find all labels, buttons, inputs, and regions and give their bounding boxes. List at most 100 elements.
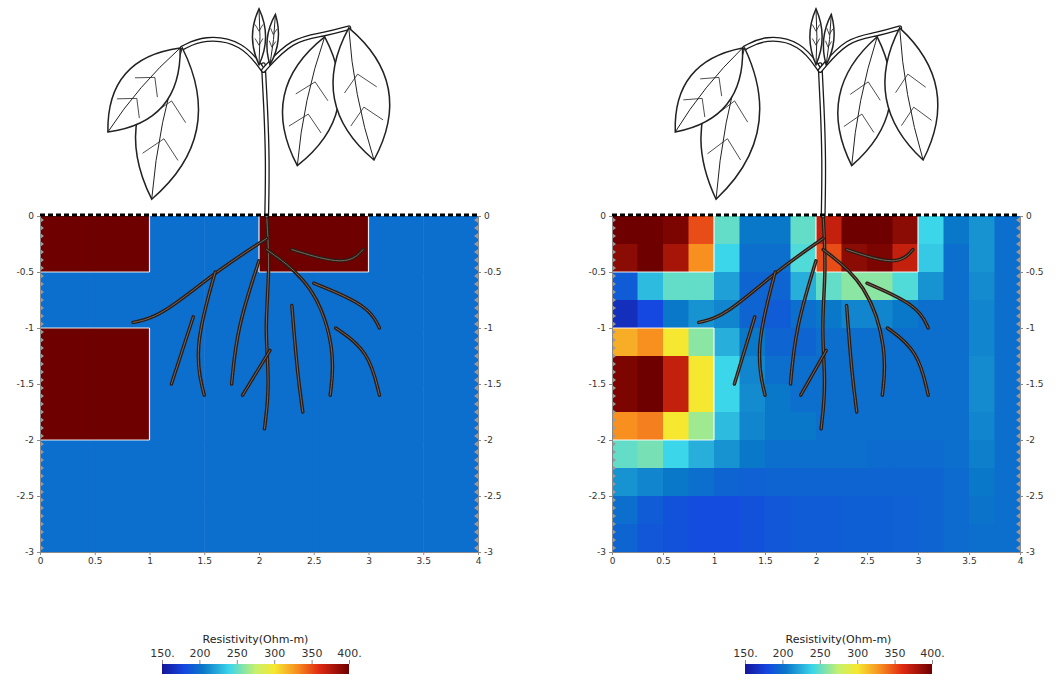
heat-cell bbox=[944, 216, 970, 245]
leaf-vein bbox=[351, 107, 364, 126]
tick: 2.5 bbox=[307, 552, 321, 566]
heat-cell bbox=[40, 440, 95, 497]
colorbar bbox=[745, 664, 932, 674]
stem-core bbox=[820, 65, 824, 216]
heat-cell bbox=[714, 468, 740, 497]
boundary-marker bbox=[474, 465, 478, 471]
tick-label: 1 bbox=[147, 556, 153, 566]
heat-cell bbox=[765, 300, 791, 329]
tick-mark bbox=[857, 660, 858, 664]
root-core bbox=[801, 350, 827, 395]
tick: -2.5 bbox=[588, 491, 612, 501]
background bbox=[0, 0, 1059, 683]
tick-label: -1 bbox=[484, 323, 493, 333]
tick-mark bbox=[37, 272, 40, 273]
heat-cell bbox=[612, 384, 638, 413]
leaf-vein bbox=[272, 41, 276, 47]
tick-label: 4 bbox=[1018, 556, 1024, 566]
heat-cell bbox=[995, 412, 1021, 441]
leaf-vein bbox=[344, 74, 357, 93]
tick: 250 bbox=[810, 647, 831, 664]
colorbar-axis: 150.200250300350400. bbox=[733, 647, 945, 665]
tick-mark bbox=[609, 496, 612, 497]
heat-cell bbox=[918, 328, 944, 357]
heat-cell bbox=[689, 440, 715, 469]
tick-mark bbox=[820, 660, 821, 664]
heat-cell bbox=[612, 300, 638, 329]
heat-cell bbox=[259, 496, 314, 552]
stem bbox=[820, 65, 824, 216]
block-outline bbox=[917, 216, 918, 272]
tick-label: 0 bbox=[600, 211, 606, 221]
tick-label: -2 bbox=[597, 435, 606, 445]
stem bbox=[263, 65, 267, 216]
heat-cell bbox=[842, 468, 868, 497]
heat-cell bbox=[969, 440, 995, 469]
leaf-vein bbox=[908, 74, 926, 87]
leaf-vein bbox=[255, 38, 259, 45]
heat-cell bbox=[663, 496, 689, 525]
tick: 200 bbox=[772, 647, 793, 664]
block-outline bbox=[713, 328, 714, 384]
leaf-vein bbox=[816, 38, 820, 45]
tick-label: -0.5 bbox=[16, 267, 34, 277]
boundary-marker bbox=[474, 401, 478, 407]
boundary-marker bbox=[1016, 417, 1020, 423]
heat-cell bbox=[663, 440, 689, 469]
tick-mark bbox=[162, 660, 163, 664]
tick-mark bbox=[478, 272, 481, 273]
heat-cell bbox=[842, 524, 868, 552]
leaf bbox=[810, 9, 822, 65]
tick-mark bbox=[895, 660, 896, 664]
tick: -0.5 bbox=[588, 267, 612, 277]
leaf-vein bbox=[828, 41, 832, 47]
heat-cell bbox=[638, 524, 664, 552]
root-core bbox=[292, 306, 303, 412]
boundary-marker bbox=[1016, 505, 1020, 511]
heat-cell bbox=[969, 412, 995, 441]
tick: 1 bbox=[712, 552, 718, 566]
heat-cell bbox=[969, 272, 995, 301]
heat-cell bbox=[740, 440, 766, 469]
tick-mark bbox=[1020, 496, 1023, 497]
heat-cell bbox=[918, 524, 944, 552]
leaf-vein bbox=[273, 29, 277, 35]
heat-cell bbox=[944, 272, 970, 301]
tick-mark bbox=[478, 216, 481, 217]
heat-cell bbox=[765, 412, 791, 441]
heat-cell bbox=[867, 412, 893, 441]
heat-cell bbox=[714, 384, 740, 413]
heat-cell bbox=[612, 244, 638, 273]
tick-mark bbox=[609, 328, 612, 329]
boundary-marker bbox=[474, 353, 478, 359]
tick: 4 bbox=[1018, 552, 1024, 566]
heat-cell bbox=[369, 328, 424, 385]
heat-cell bbox=[314, 328, 369, 385]
boundary-marker bbox=[1016, 313, 1020, 319]
heat-cell bbox=[689, 468, 715, 497]
stem-core bbox=[182, 39, 263, 70]
heat-cell bbox=[369, 216, 424, 273]
colorbar-title: Resistivity(Ohm-m) bbox=[786, 633, 892, 646]
tick-label: 0 bbox=[610, 556, 616, 566]
boundary-marker bbox=[1016, 537, 1020, 543]
heat-cell bbox=[663, 356, 689, 385]
boundary-marker bbox=[1016, 353, 1020, 359]
heat-cell bbox=[663, 244, 689, 273]
tick-mark bbox=[1020, 552, 1023, 553]
block-outline bbox=[663, 271, 714, 272]
leaf-vein bbox=[826, 41, 828, 47]
root bbox=[171, 317, 193, 384]
heat-cell bbox=[612, 524, 638, 552]
tick: 400. bbox=[337, 647, 362, 664]
panel: 00.511.522.533.540-0.5-1-1.5-2-2.5-30-0.… bbox=[588, 9, 1043, 674]
leaf-vein bbox=[315, 82, 328, 101]
root-core bbox=[171, 317, 193, 384]
root bbox=[336, 328, 380, 395]
heat-cell bbox=[765, 496, 791, 525]
tick: 2.5 bbox=[860, 552, 874, 566]
heat-cell bbox=[612, 496, 638, 525]
heat-cell bbox=[612, 440, 638, 469]
heat-cell bbox=[314, 216, 369, 273]
leaf-vein bbox=[270, 14, 275, 64]
